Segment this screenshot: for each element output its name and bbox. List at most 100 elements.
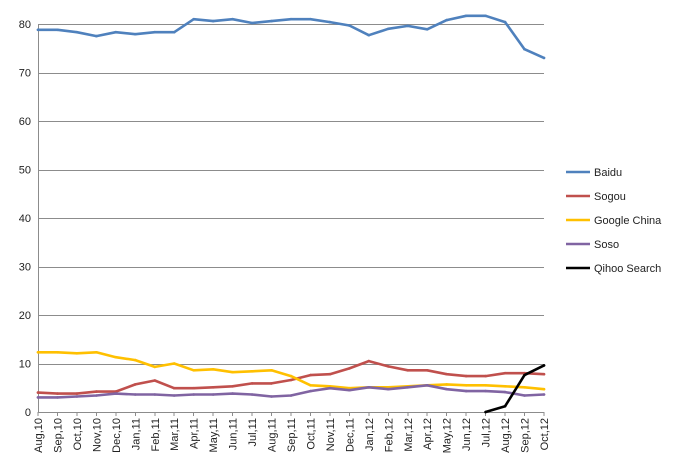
data-point-soso	[464, 389, 468, 393]
data-point-baidu	[348, 24, 351, 27]
x-tick-label: May,11	[208, 418, 220, 452]
y-tick-label-50: 50	[19, 165, 31, 177]
data-point-sogou	[36, 391, 40, 394]
data-point-soso	[75, 395, 79, 398]
data-point-baidu	[250, 21, 254, 25]
data-point-soso	[270, 395, 273, 398]
series-line-google-china	[36, 350, 546, 391]
data-point-soso	[542, 393, 546, 396]
x-tick-label: Dec,10	[111, 418, 123, 453]
data-point-sogou	[192, 386, 195, 390]
data-point-soso	[348, 388, 351, 392]
data-point-soso	[328, 386, 332, 390]
data-point-baidu	[270, 19, 273, 23]
data-point-soso	[503, 390, 507, 394]
data-point-google-china	[231, 370, 234, 374]
data-point-google-china	[211, 368, 215, 371]
data-point-google-china	[328, 385, 332, 388]
data-point-baidu	[211, 19, 215, 23]
data-point-baidu	[542, 56, 546, 60]
data-point-sogou	[367, 359, 371, 363]
data-point-soso	[406, 386, 410, 389]
data-point-google-china	[250, 370, 254, 373]
legend-label-qihoo-search: Qihoo Search	[594, 263, 661, 275]
data-point-sogou	[503, 371, 507, 375]
x-tick-label: May,12	[442, 418, 454, 453]
data-point-google-china	[542, 387, 546, 391]
data-point-sogou	[484, 374, 487, 378]
data-point-google-china	[523, 386, 526, 389]
data-point-soso	[523, 394, 526, 397]
x-tick-label: Oct,11	[305, 418, 317, 450]
data-point-sogou	[95, 390, 98, 393]
x-tick-label: Jun,11	[228, 418, 240, 450]
x-tick-label: Nov,10	[91, 418, 103, 452]
data-point-sogou	[134, 383, 137, 386]
legend-item-google-china: Google China	[566, 215, 662, 227]
data-point-soso	[114, 392, 118, 395]
legend-label-soso: Soso	[594, 239, 619, 251]
data-point-soso	[425, 384, 429, 387]
data-point-google-china	[503, 385, 507, 388]
legend-item-baidu: Baidu	[566, 167, 622, 179]
data-point-baidu	[192, 17, 195, 21]
y-tick-label-40: 40	[19, 213, 31, 225]
data-point-soso	[387, 387, 390, 391]
series-line-qihoo-search	[484, 364, 546, 414]
data-point-baidu	[503, 20, 507, 24]
data-point-sogou	[114, 390, 118, 393]
data-point-baidu	[75, 30, 79, 34]
x-tick-label: Aug,12	[500, 418, 512, 453]
legend-item-sogou: Sogou	[566, 191, 626, 203]
data-point-qihoo-search	[484, 410, 487, 414]
series-lines	[36, 14, 546, 414]
data-point-sogou	[425, 369, 429, 372]
y-tick-label-0: 0	[25, 407, 31, 419]
x-tick-label: Oct,10	[72, 418, 84, 450]
x-tick-label: Apr,12	[422, 418, 434, 450]
data-point-sogou	[309, 373, 312, 377]
y-tick-label-30: 30	[19, 262, 31, 274]
x-tick-label: Feb,12	[383, 418, 395, 452]
data-point-google-china	[309, 384, 312, 387]
data-point-soso	[445, 387, 449, 391]
x-tick-label: Sep,11	[286, 418, 298, 452]
data-point-soso	[231, 392, 234, 395]
data-point-baidu	[406, 24, 410, 28]
data-point-baidu	[425, 28, 429, 31]
data-point-soso	[250, 393, 254, 396]
y-axis-tick-labels: 0 10 20 30 40 50 60 70 80	[19, 19, 31, 419]
x-tick-label: Dec,11	[344, 418, 356, 452]
x-tick-label: Sep,12	[520, 418, 532, 453]
x-tick-label: Feb,11	[150, 418, 162, 451]
data-point-sogou	[250, 382, 254, 385]
data-point-baidu	[367, 33, 371, 37]
data-point-soso	[95, 394, 98, 397]
data-point-baidu	[172, 30, 176, 34]
data-point-soso	[289, 394, 293, 397]
data-point-soso	[367, 386, 371, 389]
data-point-google-china	[445, 383, 449, 386]
data-point-baidu	[134, 32, 137, 36]
legend-item-qihoo-search: Qihoo Search	[566, 263, 661, 275]
x-tick-label: Aug,11	[267, 418, 279, 452]
data-point-sogou	[387, 365, 390, 368]
data-point-sogou	[75, 392, 79, 395]
y-gridlines	[38, 24, 544, 413]
data-point-google-china	[172, 362, 176, 365]
data-point-google-china	[36, 351, 40, 354]
x-tick-label: Mar,11	[169, 418, 181, 451]
data-point-sogou	[445, 372, 449, 376]
x-tick-label: Jul,12	[481, 418, 493, 447]
data-point-sogou	[172, 386, 176, 390]
data-point-sogou	[348, 367, 351, 370]
data-point-qihoo-search	[523, 373, 526, 377]
data-point-baidu	[114, 30, 118, 34]
data-point-baidu	[95, 34, 98, 38]
x-tick-label: Jun,12	[461, 418, 473, 451]
data-point-google-china	[153, 365, 157, 369]
data-point-baidu	[309, 17, 312, 21]
y-tick-label-70: 70	[19, 68, 31, 80]
data-point-sogou	[270, 382, 273, 385]
data-point-google-china	[289, 374, 293, 378]
